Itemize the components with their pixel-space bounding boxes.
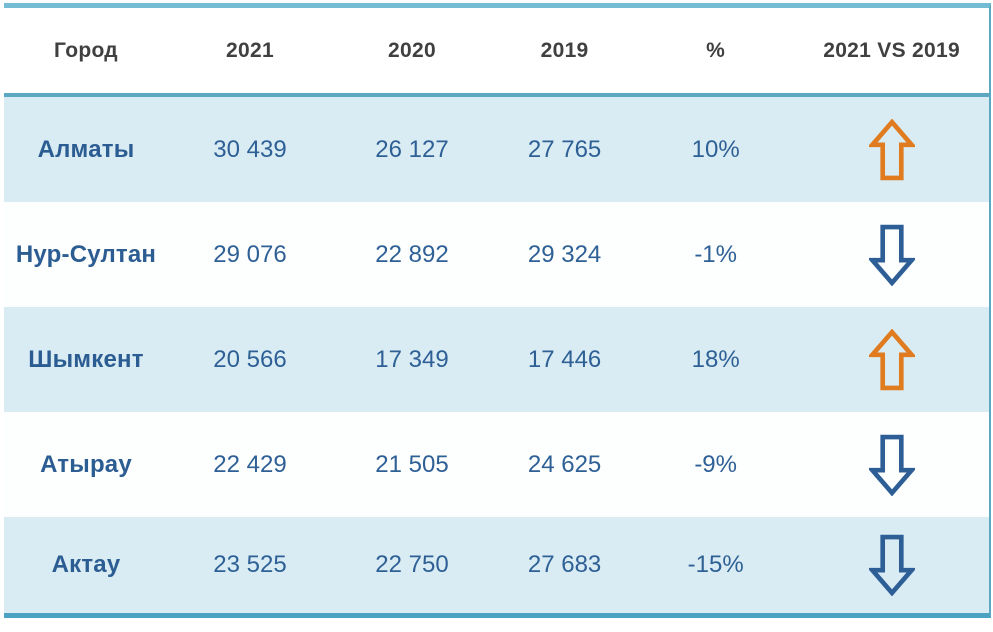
trend-down-arrow-icon (868, 434, 915, 496)
value-2020-cell: 22 892 (375, 240, 449, 268)
trend-down-arrow-icon (868, 534, 915, 596)
trend-cell (794, 534, 989, 596)
value-2019-cell: 17 446 (527, 345, 602, 373)
col-header-city: Город (54, 38, 118, 62)
value-2019-cell: 27 765 (527, 135, 602, 163)
value-2021-cell: 23 525 (213, 551, 287, 578)
trend-cell (794, 328, 989, 391)
trend-cell (794, 118, 989, 181)
col-header-2020: 2020 (388, 38, 436, 62)
col-header-compare: 2021 VS 2019 (823, 38, 960, 62)
value-2019-cell: 27 683 (527, 551, 602, 578)
header-row: Город 2021 2020 2019 % 2021 VS 2019 (4, 8, 989, 97)
value-2020-cell: 17 349 (375, 345, 449, 373)
city-cell: Нур-Султан (15, 240, 157, 268)
value-2021-cell: 30 439 (213, 135, 287, 163)
table-row: Актау 23 525 22 750 27 683 -15% (4, 517, 989, 613)
col-header-2019: 2019 (540, 38, 589, 62)
city-cell: Алматы (37, 135, 135, 163)
table-row: Шымкент 20 566 17 349 17 446 18% (4, 307, 989, 412)
table-row: Нур-Султан 29 076 22 892 29 324 -1% (4, 202, 989, 307)
value-2019-cell: 24 625 (527, 450, 602, 478)
trend-down-arrow-icon (868, 224, 915, 286)
value-2021-cell: 22 429 (213, 450, 287, 478)
trend-cell (794, 434, 989, 496)
col-header-2021: 2021 (226, 38, 274, 62)
percent-cell: -15% (687, 551, 744, 578)
table-row: Алматы 30 439 26 127 27 765 10% (4, 97, 989, 202)
trend-up-arrow-icon (868, 118, 915, 181)
col-header-percent: % (706, 38, 726, 62)
percent-cell: 18% (691, 345, 740, 373)
trend-up-arrow-icon (868, 328, 915, 391)
percent-cell: 10% (691, 135, 740, 163)
value-2021-cell: 29 076 (213, 240, 287, 268)
table-row: Атырау 22 429 21 505 24 625 -9% (4, 412, 989, 517)
value-2021-cell: 20 566 (213, 345, 287, 373)
value-2020-cell: 22 750 (375, 551, 449, 578)
city-data-table: Город 2021 2020 2019 % 2021 VS 2019 Алма… (4, 3, 991, 618)
trend-cell (794, 224, 989, 286)
city-cell: Атырау (40, 450, 132, 478)
value-2020-cell: 26 127 (375, 135, 449, 163)
value-2019-cell: 29 324 (527, 240, 602, 268)
percent-cell: -1% (694, 240, 737, 268)
percent-cell: -9% (694, 450, 737, 478)
city-cell: Актау (51, 551, 121, 578)
city-cell: Шымкент (28, 345, 144, 373)
value-2020-cell: 21 505 (375, 450, 449, 478)
